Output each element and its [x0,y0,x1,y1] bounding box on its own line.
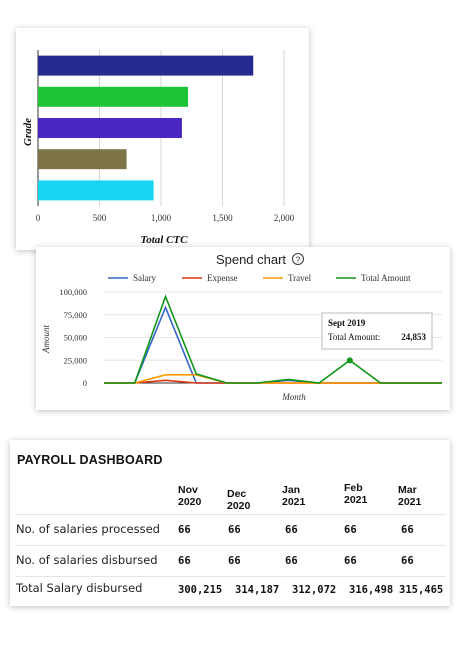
legend-label: Travel [288,273,312,283]
ctc-x-axis-label: Total CTC [141,234,189,246]
spend-x-axis-label: Month [281,392,306,402]
table-cell: 66 [344,555,357,567]
tooltip-title: Sept 2019 [328,318,366,328]
payroll-dashboard-card: PAYROLL DASHBOARD Nov 2020 Dec 2020 Jan … [10,440,450,606]
table-cell: 314,187 [235,584,280,596]
legend-label: Salary [133,273,156,283]
row-divider [16,514,446,515]
spend-y-tick-label: 50,000 [64,333,87,343]
spend-y-tick-label: 75,000 [64,310,87,320]
month-header-jan-2021: Jan 2021 [282,484,305,508]
ctc-x-tick-label: 1,000 [151,213,172,223]
spend-highlight-point[interactable] [346,357,353,364]
payroll-title: PAYROLL DASHBOARD [17,453,163,467]
row-divider [16,545,446,546]
svg-text:?: ? [296,255,301,265]
question-circle-icon[interactable]: ? [292,253,304,265]
ctc-bar[interactable] [38,86,189,107]
table-cell: 66 [401,524,414,536]
ctc-x-tick-label: 500 [93,213,107,223]
spend-chart-card: Spend chart ? Salary Expense Travel Total A… [36,247,450,410]
ctc-y-axis-label: Grade [22,118,34,146]
table-cell: 66 [285,524,298,536]
month-year: 2020 [178,496,202,508]
month-header-mar-2021: Mar 2021 [398,484,421,508]
row-divider [16,576,446,577]
ctc-bar-chart: 0 500 1,000 1,500 2,000 Total CTC Grade [22,50,295,246]
spend-legend: Salary Expense Travel Total Amount [108,273,411,283]
table-cell: 315,465 [399,584,444,596]
month-header-feb-2021: Feb 2021 [344,482,367,506]
spend-y-tick-label: 0 [83,378,87,388]
ctc-x-tick-label: 2,000 [274,213,295,223]
table-cell: 66 [401,555,414,567]
row-label-disbursed: No. of salaries disbursed [16,553,158,567]
spend-line-chart: Spend chart ? Salary Expense Travel Total A… [41,252,442,402]
tooltip-value: 24,853 [401,332,426,342]
month-name: Jan [282,484,301,496]
legend-label: Expense [207,273,238,283]
month-name: Mar [398,484,417,496]
month-year: 2020 [227,500,251,512]
spend-chart-title: Spend chart [216,252,286,267]
table-cell: 66 [178,555,191,567]
spend-tooltip: Sept 2019 Total Amount: 24,853 [321,312,433,350]
table-cell: 66 [228,555,241,567]
table-cell: 312,072 [292,584,337,596]
row-label-total-salary: Total Salary disbursed [16,581,143,595]
month-header-nov-2020: Nov 2020 [178,484,201,508]
table-cell: 66 [178,524,191,536]
month-year: 2021 [282,496,306,508]
month-year: 2021 [344,494,368,506]
table-cell: 66 [228,524,241,536]
month-name: Feb [344,482,363,494]
ctc-chart-card: 0 500 1,000 1,500 2,000 Total CTC Grade [16,28,309,250]
spend-series-line[interactable] [104,294,442,384]
month-name: Dec [227,488,247,500]
table-cell: 316,498 [349,584,394,596]
spend-y-axis-label: Amount [41,325,51,354]
row-label-processed: No. of salaries processed [16,522,160,536]
table-cell: 66 [285,555,298,567]
month-name: Nov [178,484,198,496]
ctc-x-tick-label: 1,500 [212,213,233,223]
ctc-bar[interactable] [38,118,182,138]
ctc-bar[interactable] [38,55,254,76]
ctc-x-tick-label: 0 [36,213,41,223]
month-year: 2021 [398,496,422,508]
tooltip-label: Total Amount: [328,332,380,342]
table-cell: 300,215 [178,584,223,596]
legend-label: Total Amount [361,273,411,283]
spend-y-tick-label: 25,000 [64,355,87,365]
ctc-bar[interactable] [38,149,127,170]
table-cell: 66 [344,524,357,536]
ctc-bar[interactable] [38,180,154,201]
spend-y-tick-label: 100,000 [59,287,87,297]
month-header-dec-2020: Dec 2020 [227,488,250,512]
